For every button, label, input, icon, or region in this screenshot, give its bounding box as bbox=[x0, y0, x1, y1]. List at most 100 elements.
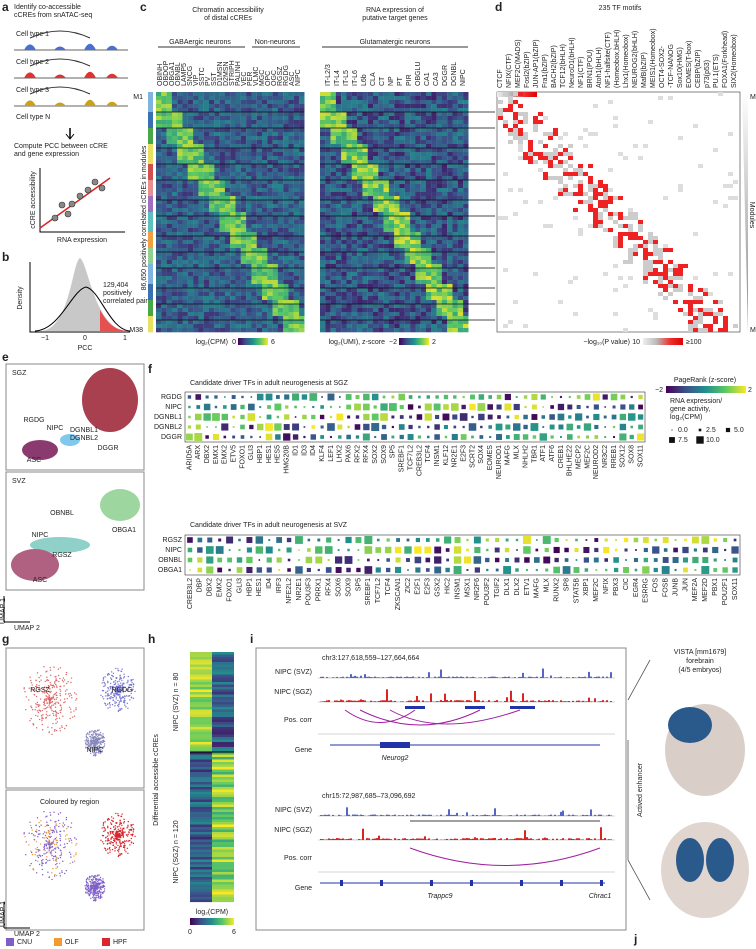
heatmap-cell bbox=[357, 208, 363, 213]
heatmap-cell bbox=[658, 292, 663, 296]
heatmap-cell bbox=[209, 100, 215, 105]
heatmap-cell bbox=[678, 272, 683, 276]
heatmap-cell bbox=[256, 268, 263, 273]
heatmap-cell bbox=[378, 168, 384, 173]
dot bbox=[462, 425, 465, 429]
label: putative target genes bbox=[362, 15, 428, 22]
heatmap-cell bbox=[325, 296, 331, 301]
heatmap-cell bbox=[219, 292, 225, 297]
heatmap-cell bbox=[246, 256, 252, 261]
heatmap-cell bbox=[404, 132, 411, 137]
label: PV bbox=[205, 76, 212, 86]
heatmap-cell bbox=[713, 312, 718, 316]
dot bbox=[337, 424, 343, 430]
heatmap-cell bbox=[663, 264, 668, 268]
heatmap-cell bbox=[441, 196, 448, 201]
heatmap-cell bbox=[431, 276, 437, 281]
heatmap-cell bbox=[367, 108, 374, 113]
heatmap-cell bbox=[431, 172, 437, 177]
heatmap-cell bbox=[320, 292, 326, 297]
heatmap-cell bbox=[593, 132, 598, 136]
dot bbox=[468, 423, 477, 431]
heatmap-cell bbox=[378, 256, 384, 261]
heatmap-cell bbox=[383, 308, 389, 313]
heatmap-cell bbox=[293, 252, 300, 257]
heatmap-cell bbox=[378, 260, 384, 265]
heatmap-cell bbox=[272, 96, 278, 101]
heatmap-cell bbox=[214, 172, 220, 177]
heatmap-cell bbox=[420, 196, 427, 201]
heatmap-cell bbox=[246, 248, 252, 253]
heatmap-cell bbox=[341, 92, 347, 97]
heatmap-cell bbox=[156, 100, 162, 105]
heatmap-cell bbox=[246, 280, 252, 285]
heatmap-cell bbox=[251, 196, 257, 201]
heatmap-cell bbox=[256, 236, 263, 241]
heatmap-cell bbox=[351, 268, 358, 273]
heatmap-cell bbox=[193, 316, 199, 321]
heatmap-cell bbox=[362, 104, 368, 109]
heatmap-cell bbox=[410, 228, 416, 233]
heatmap-cell bbox=[240, 164, 247, 169]
heatmap-cell bbox=[673, 272, 678, 276]
heatmap-cell bbox=[209, 104, 215, 109]
cell-dot bbox=[104, 676, 106, 678]
heatmap-cell bbox=[452, 320, 458, 325]
heatmap-cell bbox=[708, 328, 713, 332]
heatmap-cell bbox=[209, 328, 215, 333]
heatmap-cell bbox=[351, 276, 358, 281]
heatmap-cell bbox=[583, 172, 588, 176]
heatmap-cell bbox=[420, 212, 427, 217]
label: 6 bbox=[271, 339, 275, 346]
label: ASC bbox=[289, 72, 296, 86]
heatmap-cell bbox=[441, 320, 448, 325]
heatmap-cell bbox=[203, 224, 210, 229]
heatmap-cell bbox=[452, 132, 458, 137]
heatmap-cell bbox=[628, 236, 633, 240]
heatmap-cell bbox=[156, 116, 162, 121]
heatmap-cell bbox=[293, 280, 300, 285]
heatmap-cell bbox=[277, 268, 284, 273]
heatmap-cell bbox=[415, 196, 421, 201]
dot bbox=[463, 556, 471, 564]
heatmap-cell bbox=[668, 96, 673, 100]
label: HBP1 bbox=[257, 445, 264, 463]
dot bbox=[345, 394, 352, 400]
heatmap-cell bbox=[643, 248, 648, 252]
heatmap-cell bbox=[426, 260, 432, 265]
heatmap-cell bbox=[214, 268, 220, 273]
heatmap-cell bbox=[394, 92, 400, 97]
heatmap-cell bbox=[357, 148, 363, 153]
heatmap-cell bbox=[410, 188, 416, 193]
heatmap-cell bbox=[246, 164, 252, 169]
heatmap-cell bbox=[320, 308, 326, 313]
heatmap-cell bbox=[272, 288, 278, 293]
heatmap-cell bbox=[351, 156, 358, 161]
dot bbox=[434, 424, 440, 430]
heatmap-cell bbox=[703, 288, 708, 292]
heatmap-cell bbox=[553, 132, 558, 136]
heatmap-cell bbox=[224, 172, 231, 177]
heatmap-cell bbox=[235, 320, 241, 325]
heatmap-cell bbox=[373, 136, 379, 141]
heatmap-cell bbox=[209, 132, 215, 137]
label: DGNBL bbox=[451, 62, 458, 86]
heatmap-cell bbox=[299, 300, 305, 305]
heatmap-cell bbox=[214, 128, 220, 133]
dot bbox=[223, 435, 227, 439]
heatmap-cell bbox=[240, 180, 247, 185]
label: SOX11 bbox=[732, 578, 739, 600]
heatmap-cell bbox=[362, 224, 368, 229]
heatmap-cell bbox=[394, 216, 400, 221]
heatmap-cell bbox=[171, 96, 178, 101]
heatmap-cell bbox=[240, 120, 247, 125]
heatmap-cell bbox=[410, 168, 416, 173]
dot bbox=[347, 425, 350, 429]
cell-dot bbox=[104, 837, 107, 839]
shape bbox=[84, 71, 96, 78]
heatmap-cell bbox=[394, 164, 400, 169]
heatmap-cell bbox=[351, 296, 358, 301]
heatmap-cell bbox=[523, 200, 528, 204]
heatmap-cell bbox=[251, 112, 257, 117]
heatmap-cell bbox=[341, 324, 347, 329]
